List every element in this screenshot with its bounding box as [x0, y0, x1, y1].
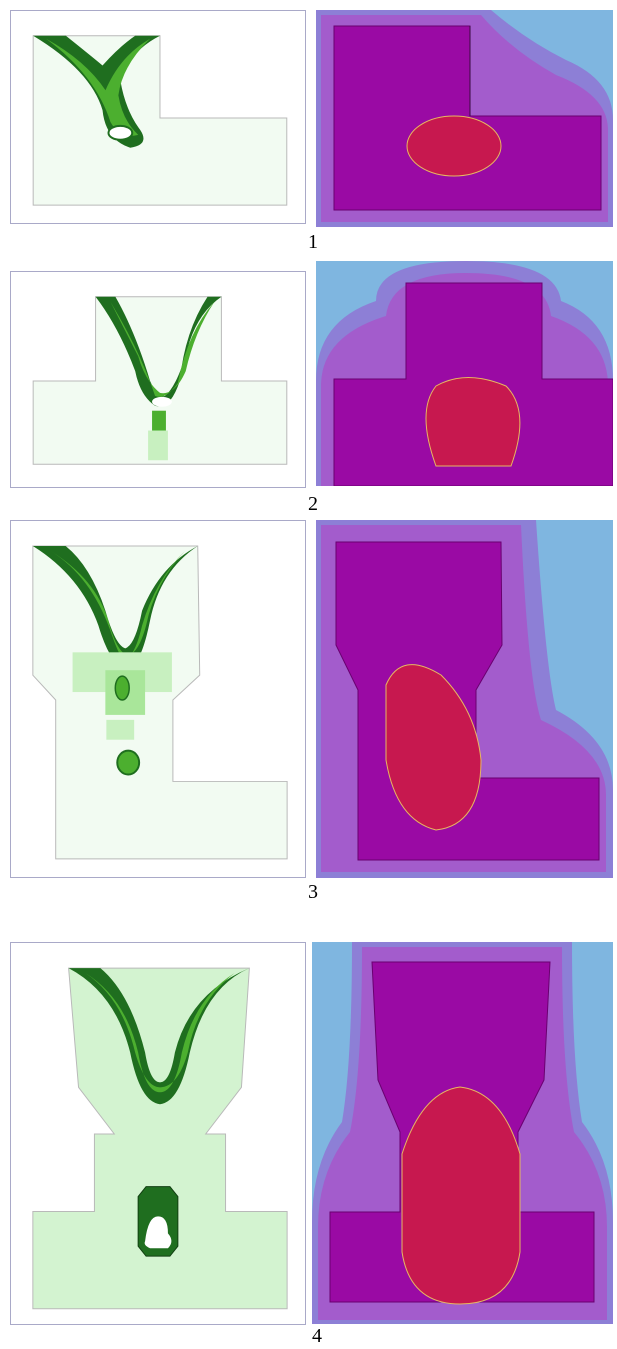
shrinkage-panel-1 — [10, 10, 306, 224]
temperature-panel-2 — [316, 261, 613, 486]
temperature-diagram-4 — [312, 942, 613, 1324]
shrinkage-diagram-2 — [32, 296, 288, 465]
hot-spot-4 — [401, 1086, 521, 1305]
casting-outline-4 — [32, 967, 288, 1310]
porosity-zone-2 — [148, 430, 168, 461]
void-4 — [144, 1216, 172, 1249]
temperature-panel-4 — [312, 942, 613, 1324]
casting-outline-2 — [32, 296, 288, 465]
shrinkage-panel-2 — [10, 271, 306, 488]
shrinkage-spot-2 — [152, 410, 166, 433]
casting-outline-3 — [32, 545, 288, 860]
porosity-zone-3b — [106, 719, 135, 740]
temperature-panel-1 — [316, 10, 613, 227]
void-2 — [152, 396, 172, 407]
row-caption-1: 1 — [308, 231, 318, 253]
shrinkage-cavity-3 — [32, 546, 198, 669]
shrinkage-diagram-3 — [32, 545, 288, 860]
row-caption-4: 4 — [312, 1325, 322, 1347]
shrinkage-spot-3b — [116, 749, 141, 776]
shrinkage-spot-3a — [114, 675, 130, 701]
temperature-diagram-3 — [316, 520, 613, 878]
hot-spot-1 — [406, 115, 502, 177]
hot-spot-3 — [385, 664, 482, 831]
temperature-panel-3 — [316, 520, 613, 878]
row-caption-2: 2 — [308, 493, 318, 515]
hot-spot-2 — [425, 377, 521, 467]
shrinkage-panel-4 — [10, 942, 306, 1325]
shrinkage-zone-1 — [46, 38, 151, 136]
temperature-diagram-1 — [316, 10, 613, 227]
temperature-diagram-2 — [316, 261, 613, 486]
row-caption-3: 3 — [308, 881, 318, 903]
void-1 — [107, 124, 134, 141]
shrinkage-zone-4 — [85, 973, 235, 1093]
shrinkage-panel-3 — [10, 520, 306, 878]
shrinkage-cavity-2 — [95, 296, 222, 407]
shrinkage-diagram-4 — [32, 967, 288, 1310]
shrinkage-diagram-1 — [32, 35, 288, 206]
